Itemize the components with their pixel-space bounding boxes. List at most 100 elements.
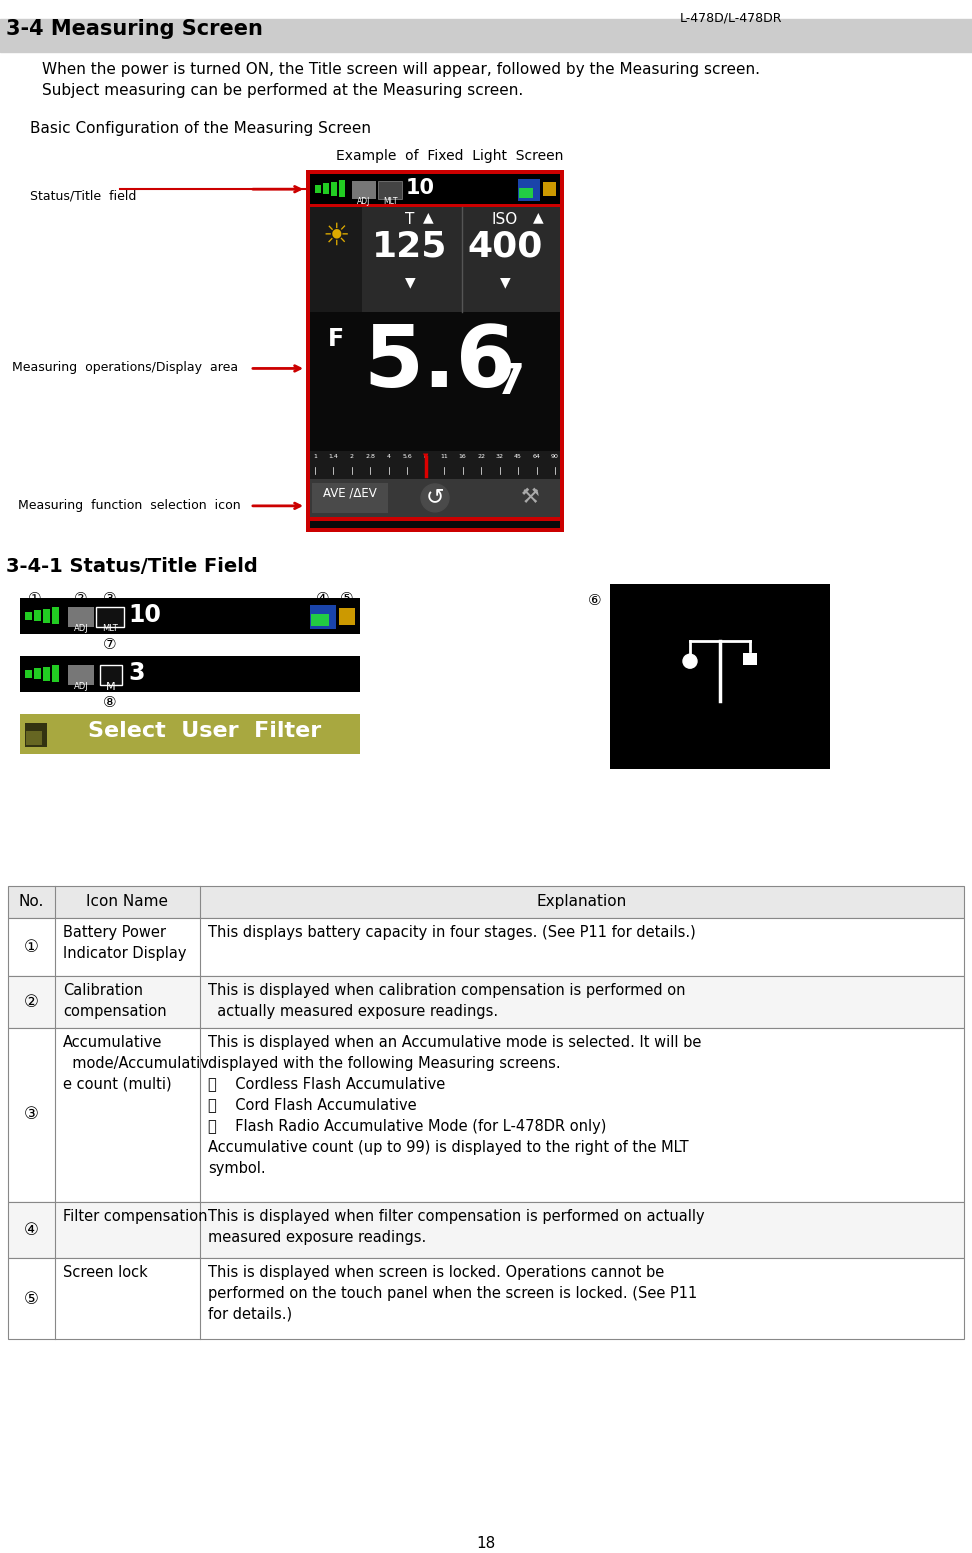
Text: Icon Name: Icon Name (86, 895, 168, 909)
Text: 45: 45 (514, 453, 522, 460)
Text: 90: 90 (551, 453, 559, 460)
Text: AVE /ΔEV: AVE /ΔEV (323, 488, 377, 500)
Text: 18: 18 (476, 1536, 496, 1550)
Bar (519, 188, 533, 199)
Circle shape (421, 485, 449, 512)
Bar (68, 607, 94, 627)
Text: ISO: ISO (492, 213, 518, 227)
Text: 10: 10 (128, 604, 161, 627)
Text: Calibration
compensation: Calibration compensation (63, 983, 166, 1019)
Text: Filter compensation: Filter compensation (63, 1208, 207, 1224)
Text: When the power is turned ON, the Title screen will appear, followed by the Measu: When the power is turned ON, the Title s… (42, 62, 760, 76)
Text: ⑧: ⑧ (103, 696, 117, 710)
Bar (25, 724, 47, 747)
Text: ADJ: ADJ (74, 682, 88, 691)
Bar (26, 731, 42, 745)
Text: ③: ③ (103, 590, 117, 606)
Bar (34, 668, 41, 679)
Bar (8, 887, 964, 918)
Bar (306, 171, 564, 531)
Bar (68, 665, 94, 685)
Text: 3: 3 (128, 662, 145, 685)
Bar (8, 1028, 964, 1202)
Text: ▲: ▲ (423, 210, 434, 224)
Text: ①: ① (23, 938, 39, 957)
Text: ▲: ▲ (533, 210, 543, 224)
Bar (100, 665, 122, 685)
Text: ▼: ▼ (500, 275, 510, 289)
Text: ↺: ↺ (426, 488, 444, 506)
Bar (339, 609, 355, 626)
Text: ⑦: ⑦ (103, 637, 117, 652)
Bar (8, 975, 964, 1028)
Circle shape (683, 654, 697, 668)
Bar (311, 615, 329, 626)
Bar (310, 207, 560, 312)
Text: 5.6: 5.6 (402, 453, 412, 460)
Text: 3-4 Measuring Screen: 3-4 Measuring Screen (6, 19, 262, 39)
Text: ⑥: ⑥ (588, 593, 602, 609)
Text: This is displayed when an Accumulative mode is selected. It will be
displayed wi: This is displayed when an Accumulative m… (208, 1034, 702, 1176)
Bar (34, 610, 41, 621)
Text: MLT: MLT (102, 624, 118, 634)
Bar (310, 203, 560, 207)
Bar (20, 714, 360, 753)
Text: 1: 1 (313, 453, 317, 460)
Bar (378, 182, 402, 199)
Text: ④: ④ (23, 1221, 39, 1239)
Text: ①: ① (28, 590, 42, 606)
Text: Measuring  function  selection  icon: Measuring function selection icon (18, 499, 241, 512)
Text: This displays battery capacity in four stages. (See P11 for details.): This displays battery capacity in four s… (208, 926, 696, 940)
Text: T: T (405, 213, 415, 227)
Text: ③: ③ (23, 1106, 39, 1123)
Text: Example  of  Fixed  Light  Screen: Example of Fixed Light Screen (336, 149, 564, 163)
Text: ▼: ▼ (404, 275, 415, 289)
Bar (323, 183, 329, 194)
Bar (518, 179, 540, 202)
Bar (8, 1202, 964, 1258)
Bar (20, 657, 360, 693)
Text: ▼: ▼ (423, 453, 429, 460)
Bar (743, 654, 757, 665)
Bar (52, 665, 59, 682)
Text: 5.6: 5.6 (364, 321, 516, 405)
Text: This is displayed when calibration compensation is performed on
  actually measu: This is displayed when calibration compe… (208, 983, 685, 1019)
Text: 400: 400 (468, 228, 542, 262)
Text: Battery Power
Indicator Display: Battery Power Indicator Display (63, 926, 187, 961)
Text: M: M (106, 682, 116, 693)
Text: 3-4-1 Status/Title Field: 3-4-1 Status/Title Field (6, 556, 258, 576)
Bar (310, 174, 560, 528)
Text: 4: 4 (387, 453, 391, 460)
Text: Status/Title  field: Status/Title field (30, 189, 136, 202)
Bar (310, 606, 336, 629)
Text: ADJ: ADJ (358, 197, 370, 207)
Text: 8: 8 (424, 453, 428, 460)
Text: F: F (328, 326, 344, 351)
Text: Basic Configuration of the Measuring Screen: Basic Configuration of the Measuring Scr… (30, 121, 371, 137)
Bar (310, 478, 560, 517)
Text: 10: 10 (406, 179, 435, 199)
Bar (306, 517, 564, 520)
Text: This is displayed when screen is locked. Operations cannot be
performed on the t: This is displayed when screen is locked.… (208, 1264, 697, 1322)
Bar (331, 182, 337, 196)
Text: 125: 125 (372, 228, 448, 262)
Bar (20, 598, 360, 634)
Bar (43, 668, 50, 682)
Text: ADJ: ADJ (74, 624, 88, 634)
Bar (310, 207, 362, 312)
Bar (315, 185, 321, 193)
Bar (352, 182, 376, 199)
Text: ⑤: ⑤ (23, 1289, 39, 1308)
Text: This is displayed when filter compensation is performed on actually
measured exp: This is displayed when filter compensati… (208, 1208, 705, 1246)
Text: 16: 16 (459, 453, 467, 460)
Text: 2: 2 (350, 453, 354, 460)
Bar (312, 483, 388, 512)
Text: 7: 7 (496, 362, 525, 404)
Text: L-478D/L-478DR: L-478D/L-478DR (680, 12, 782, 25)
Bar (96, 607, 124, 627)
Bar (52, 607, 59, 624)
Text: Subject measuring can be performed at the Measuring screen.: Subject measuring can be performed at th… (42, 82, 523, 98)
Bar (25, 612, 32, 620)
Bar (610, 584, 830, 769)
Text: ⑤: ⑤ (340, 590, 354, 606)
